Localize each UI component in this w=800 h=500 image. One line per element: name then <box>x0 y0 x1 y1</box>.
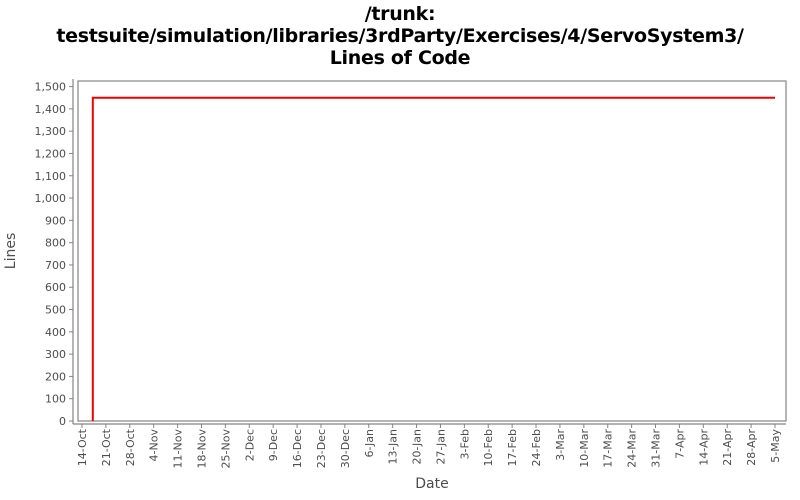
x-tick-label: 3-Mar <box>554 429 567 461</box>
x-tick-label: 9-Dec <box>267 429 280 461</box>
x-tick-label: 14-Apr <box>697 429 710 466</box>
x-tick-label: 3-Feb <box>458 429 471 459</box>
x-tick-label: 14-Oct <box>76 428 89 466</box>
x-tick-label: 20-Jan <box>411 429 424 465</box>
y-tick-label: 1,400 <box>35 103 67 116</box>
x-tick-label: 10-Feb <box>482 429 495 466</box>
x-tick-label: 31-Mar <box>650 429 663 468</box>
y-tick-label: 300 <box>45 348 66 361</box>
x-tick-label: 4-Nov <box>148 429 161 462</box>
chart-title-line3: Lines of Code <box>329 47 471 69</box>
y-tick-label: 900 <box>45 214 66 227</box>
x-tick-label: 21-Apr <box>721 429 734 466</box>
x-tick-label: 27-Jan <box>434 429 447 465</box>
x-tick-label: 17-Feb <box>506 429 519 466</box>
y-tick-label: 500 <box>45 304 66 317</box>
y-tick-label: 100 <box>45 393 66 406</box>
y-tick-label: 1,100 <box>35 170 67 183</box>
y-tick-label: 1,200 <box>35 147 67 160</box>
series-line-lines-of-code <box>91 96 775 421</box>
y-tick-label: 800 <box>45 237 66 250</box>
chart-title-line1: /trunk: <box>364 3 436 25</box>
y-tick-label: 0 <box>59 415 66 428</box>
x-tick-label: 11-Nov <box>172 429 185 469</box>
y-tick-label: 1,500 <box>35 81 67 94</box>
y-tick-label: 1,000 <box>35 192 67 205</box>
x-axis-title: Date <box>415 476 448 492</box>
y-tick-label: 200 <box>45 370 66 383</box>
plot-area <box>77 80 787 422</box>
x-tick-label: 24-Mar <box>626 429 639 468</box>
x-tick-label: 21-Oct <box>100 428 113 466</box>
x-tick-label: 30-Dec <box>339 429 352 468</box>
x-tick-label: 16-Dec <box>291 429 304 468</box>
y-tick-label: 400 <box>45 326 66 339</box>
chart-title: /trunk: testsuite/simulation/libraries/3… <box>0 3 800 69</box>
y-axis-title: Lines <box>3 233 19 269</box>
x-tick-label: 6-Jan <box>363 429 376 458</box>
x-tick-label: 13-Jan <box>387 429 400 465</box>
x-tick-label: 5-May <box>769 429 782 463</box>
y-tick-label: 700 <box>45 259 66 272</box>
x-tick-label: 28-Apr <box>745 429 758 466</box>
y-tick-label: 600 <box>45 281 66 294</box>
x-tick-label: 10-Mar <box>578 429 591 468</box>
x-tick-label: 2-Dec <box>243 429 256 461</box>
chart-title-line2: testsuite/simulation/libraries/3rdParty/… <box>56 25 744 47</box>
x-tick-label: 18-Nov <box>195 429 208 469</box>
x-tick-label: 7-Apr <box>673 429 686 459</box>
x-tick-label: 25-Nov <box>219 429 232 469</box>
x-tick-label: 28-Oct <box>124 428 137 466</box>
x-tick-label: 24-Feb <box>530 429 543 466</box>
y-tick-label: 1,300 <box>35 125 67 138</box>
x-tick-label: 23-Dec <box>315 429 328 468</box>
x-tick-label: 17-Mar <box>602 429 615 468</box>
